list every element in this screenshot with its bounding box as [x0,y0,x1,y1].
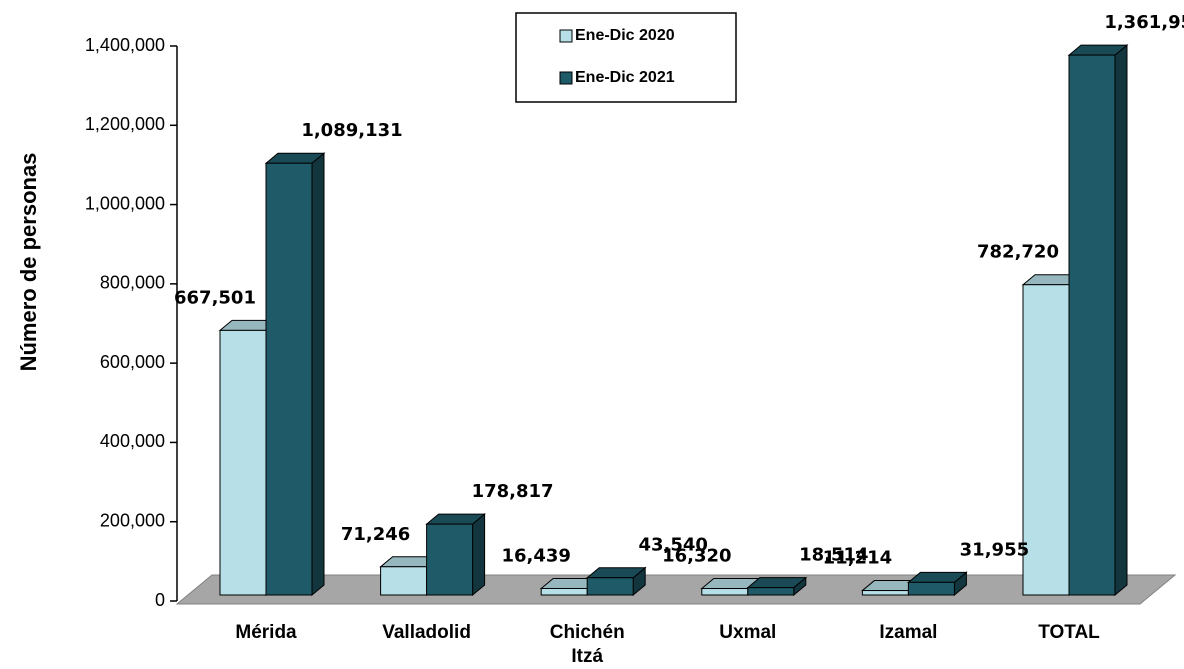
value-label: 782,720 [977,242,1059,263]
bar-front [861,590,909,596]
bar-front [747,587,795,596]
y-tick-label: 1,000,000 [85,193,165,213]
bar-front [540,587,588,596]
value-label: 178,817 [472,481,554,502]
bar-front [265,162,313,596]
bar [746,576,808,597]
bar-front [219,329,267,596]
value-label: 1,361,957 [1104,12,1184,33]
value-label: 1,089,131 [301,120,402,141]
legend-label: Ene-Dic 2021 [575,69,675,86]
y-tick-label: 0 [155,590,165,610]
bar-side [311,152,325,597]
legend-label: Ene-Dic 2020 [575,27,675,44]
bar [1067,44,1129,597]
y-tick-label: 800,000 [100,273,165,293]
y-tick-label: 200,000 [100,510,165,530]
bar-front [1068,54,1116,596]
bar-front [701,588,749,596]
bar [907,571,968,597]
value-label: 18,514 [799,545,868,566]
y-tick-label: 1,200,000 [85,114,165,134]
legend-swatch [559,29,573,43]
bar-front [426,523,474,596]
x-tick-label: Izamal [879,622,937,643]
bar-side [1114,44,1128,597]
x-tick-label: Valladolid [382,622,471,643]
bar [585,566,647,597]
value-label: 16,320 [662,546,731,567]
value-label: 71,246 [341,524,410,545]
x-tick-label: Chichén Itzá [550,622,625,667]
bar-front [380,566,428,596]
bar-front [586,577,634,596]
value-label: 11,214 [823,548,892,569]
value-label: 16,439 [501,545,570,566]
value-label: 667,501 [174,287,256,308]
bar [264,152,326,597]
value-label: 31,955 [960,539,1029,560]
bar [425,513,486,597]
bar-side [472,513,486,597]
y-axis-label: Número de personas [16,153,41,372]
y-tick-label: 400,000 [100,431,165,451]
bar-front [907,581,955,596]
x-tick-label: Mérida [235,622,297,643]
y-tick-label: 600,000 [100,352,165,372]
bar-front [1022,284,1070,596]
x-tick-label: TOTAL [1038,622,1100,643]
value-label: 43,540 [638,535,707,556]
legend [515,12,737,103]
x-tick-label: Uxmal [719,622,776,643]
y-tick-label: 1,400,000 [85,35,165,55]
legend-swatch [559,71,573,85]
